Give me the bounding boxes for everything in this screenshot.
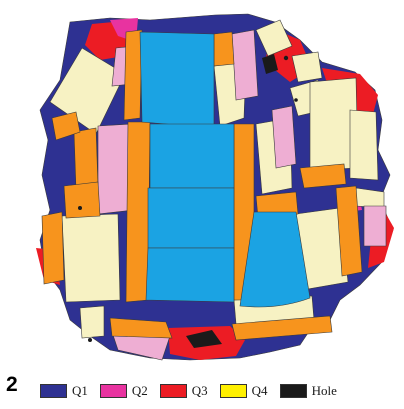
orange-piece [231, 315, 333, 341]
orange-piece [123, 29, 143, 121]
legend-swatch-q4 [219, 384, 247, 398]
legend-label-hole: Hole [311, 383, 337, 398]
legend-item-q3: Q3 [159, 383, 208, 399]
panel-number: 2 [6, 373, 18, 396]
hole-dot [283, 55, 289, 61]
legend-label-q4: Q4 [251, 383, 268, 398]
cream-piece [255, 19, 293, 57]
legend-item-q2: Q2 [99, 383, 148, 399]
orange-piece [51, 111, 81, 141]
legend-swatch-q2 [99, 384, 127, 398]
pink-piece [271, 105, 297, 169]
orange-piece [73, 127, 99, 191]
legend-item-hole: Hole [279, 383, 337, 399]
hole-dot [78, 206, 82, 210]
legend-label-q2: Q2 [131, 383, 148, 398]
hole-dot [294, 98, 298, 102]
pink-piece [363, 205, 387, 247]
orange-piece [125, 121, 151, 303]
orange-piece [213, 31, 235, 67]
blue-piece [149, 123, 235, 189]
legend-item-q1: Q1 [40, 383, 88, 399]
hole-dot [88, 338, 92, 342]
legend-label-q1: Q1 [72, 383, 88, 398]
orange-piece [41, 211, 65, 285]
orange-piece [63, 181, 101, 219]
orange-piece [255, 191, 299, 219]
legend-swatch-q1 [40, 384, 67, 398]
blue-piece [239, 211, 311, 308]
legend-swatch-q3 [159, 384, 187, 398]
pink-piece [231, 29, 259, 101]
cream-piece [61, 213, 121, 303]
orange-piece [299, 163, 347, 189]
cream-piece [79, 305, 105, 339]
cream-piece [349, 109, 379, 181]
hole-mark [262, 54, 278, 74]
legend-swatch-hole [279, 384, 307, 398]
blue-piece [139, 31, 215, 129]
cream-piece [291, 51, 323, 83]
blue-piece [145, 247, 235, 303]
legend: Q1 Q2 Q3 Q4 Hole [40, 381, 349, 401]
orange-piece [109, 317, 173, 339]
legend-label-q3: Q3 [191, 383, 208, 398]
legend-item-q4: Q4 [219, 383, 268, 399]
hole-mark [186, 330, 222, 348]
blue-piece [147, 187, 235, 249]
orange-piece [335, 185, 363, 277]
